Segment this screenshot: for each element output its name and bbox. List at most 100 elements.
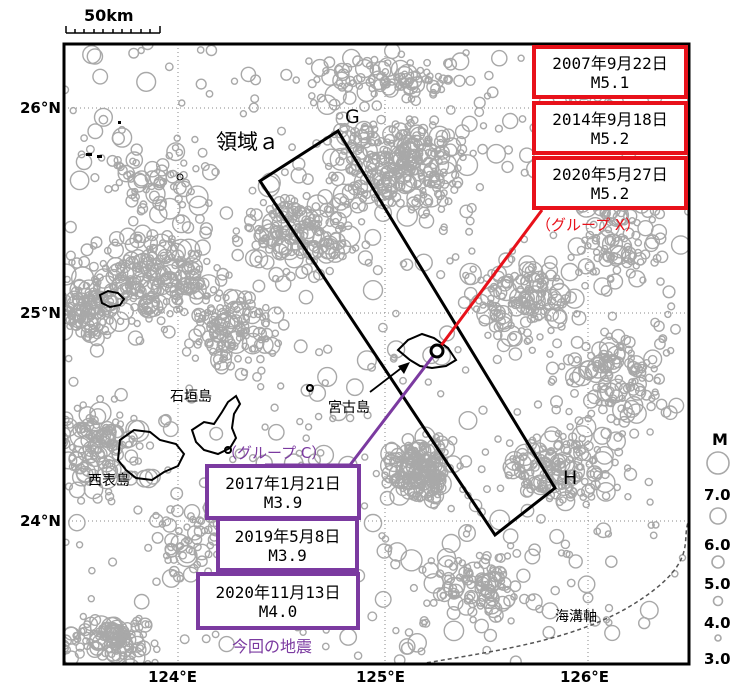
quake-circle bbox=[233, 305, 241, 314]
quake-circle bbox=[193, 542, 202, 552]
quake-circle bbox=[106, 241, 124, 259]
quake-circle bbox=[345, 413, 355, 423]
quake-circle bbox=[324, 162, 333, 171]
quake-circle bbox=[455, 135, 467, 147]
quake-circle bbox=[544, 314, 552, 322]
quake-circle bbox=[584, 363, 599, 378]
quake-circle bbox=[323, 56, 336, 69]
quake-circle bbox=[492, 354, 502, 365]
quake-circle bbox=[338, 252, 347, 261]
quake-circle bbox=[640, 389, 652, 401]
lon-label-125: 125°E bbox=[356, 668, 406, 686]
quake-circle bbox=[593, 426, 612, 445]
quake-circle bbox=[498, 252, 514, 268]
quake-circle bbox=[566, 378, 574, 387]
quake-circle bbox=[261, 312, 270, 320]
event-date: 2020年5月27日 bbox=[552, 165, 668, 184]
quake-circle bbox=[380, 442, 403, 466]
quake-circle bbox=[475, 182, 485, 192]
quake-circle bbox=[282, 267, 291, 276]
quake-circle bbox=[194, 249, 203, 258]
quake-circle bbox=[382, 146, 391, 155]
quake-circle bbox=[585, 361, 607, 384]
quake-circle bbox=[225, 271, 233, 279]
quake-circle bbox=[133, 505, 143, 515]
quake-circle bbox=[465, 227, 474, 236]
quake-circle bbox=[127, 215, 139, 227]
quake-circle bbox=[137, 203, 149, 215]
quake-circle bbox=[101, 429, 109, 438]
quake-circle bbox=[600, 469, 610, 480]
quake-circle bbox=[93, 322, 101, 330]
quake-circle bbox=[537, 289, 547, 298]
quake-circle bbox=[54, 651, 60, 657]
quake-circle bbox=[295, 449, 303, 457]
quake-circle bbox=[612, 265, 622, 275]
quake-circle bbox=[498, 583, 507, 591]
quake-circle bbox=[101, 293, 109, 301]
quake-circle bbox=[167, 234, 176, 243]
quake-circle bbox=[494, 124, 504, 133]
quake-circle bbox=[64, 415, 70, 424]
quake-circle bbox=[530, 314, 539, 323]
quake-circle bbox=[289, 214, 298, 224]
quake-circle bbox=[508, 332, 518, 342]
quake-circle bbox=[584, 242, 592, 250]
quake-circle bbox=[68, 258, 76, 267]
quake-circle bbox=[167, 238, 176, 247]
quake-circle bbox=[271, 229, 281, 239]
quake-circle bbox=[164, 542, 178, 556]
quake-circle bbox=[443, 620, 465, 642]
quake-circle bbox=[345, 378, 364, 397]
quake-circle bbox=[64, 291, 68, 305]
quake-circle bbox=[477, 465, 486, 474]
scale-label: 50km bbox=[84, 6, 134, 25]
quake-circle bbox=[79, 612, 88, 621]
quake-circle bbox=[145, 245, 154, 254]
group-c-event-1: 2017年1月21日 M3.9 bbox=[205, 464, 361, 520]
quake-circle bbox=[628, 216, 636, 225]
quake-circle bbox=[428, 170, 441, 182]
quake-circle bbox=[358, 201, 369, 212]
quake-circle bbox=[585, 217, 605, 237]
quake-circle bbox=[232, 235, 244, 247]
quake-circle bbox=[267, 306, 285, 324]
quake-circle bbox=[169, 555, 179, 564]
quake-circle bbox=[513, 408, 522, 416]
group-c-event-3: 2020年11月13日 M4.0 bbox=[196, 572, 360, 630]
quake-circle bbox=[421, 618, 431, 628]
quake-circle bbox=[330, 171, 346, 187]
quake-circle bbox=[160, 413, 172, 426]
quake-circle bbox=[145, 441, 155, 450]
quake-circle bbox=[451, 253, 460, 261]
quake-circle bbox=[175, 214, 185, 224]
quake-circle bbox=[560, 539, 571, 550]
quake-circle bbox=[95, 273, 104, 282]
quake-circle bbox=[403, 452, 412, 461]
quake-circle bbox=[206, 320, 215, 329]
quake-circle bbox=[295, 265, 309, 280]
quake-circle bbox=[146, 229, 159, 242]
quake-circle bbox=[429, 115, 440, 126]
quake-circle bbox=[392, 455, 401, 463]
quake-circle bbox=[224, 330, 232, 338]
quake-circle bbox=[85, 413, 94, 423]
quake-circle bbox=[64, 220, 77, 234]
quake-circle bbox=[437, 205, 446, 213]
quake-circle bbox=[174, 285, 184, 296]
quake-circle bbox=[342, 91, 357, 105]
quake-circle bbox=[423, 58, 431, 67]
quake-circle bbox=[104, 491, 115, 502]
quake-circle bbox=[624, 493, 632, 501]
quake-circle bbox=[567, 352, 583, 367]
quake-circle bbox=[122, 291, 131, 299]
island-outlines bbox=[98, 289, 458, 482]
quake-circle bbox=[584, 483, 596, 495]
legend-value-6: 6.0 bbox=[704, 536, 731, 554]
quake-circle bbox=[424, 378, 432, 386]
quake-circle bbox=[519, 593, 530, 605]
quake-circle bbox=[227, 338, 236, 347]
quake-circle bbox=[89, 343, 105, 358]
quake-circle bbox=[174, 527, 183, 535]
quake-circle bbox=[335, 112, 344, 120]
